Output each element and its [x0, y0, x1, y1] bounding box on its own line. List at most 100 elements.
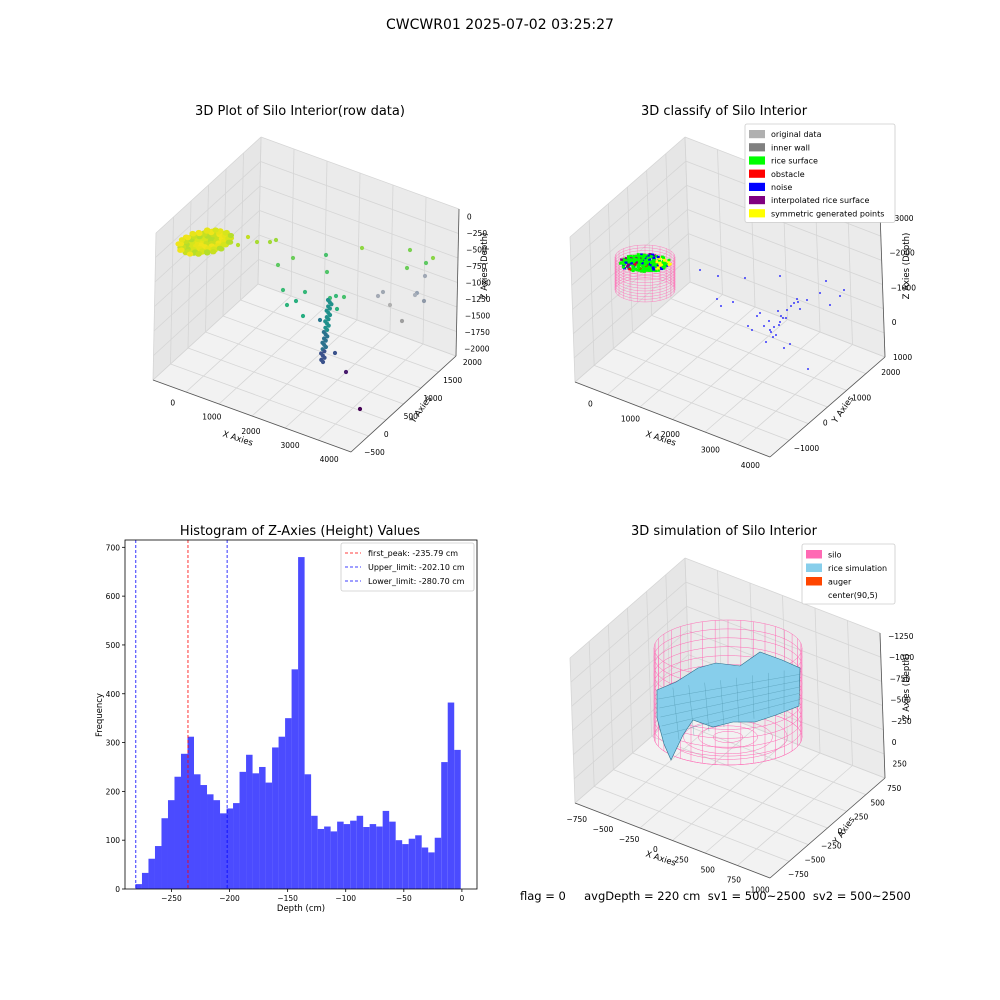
legend-label: Upper_limit: -202.10 cm [368, 563, 465, 572]
classified-point [629, 256, 633, 259]
scatter-point [203, 249, 211, 255]
y-axis-line [350, 355, 457, 453]
scatter-point [327, 306, 332, 311]
x-tick-label: −200 [219, 894, 240, 903]
classified-point [627, 263, 631, 266]
y-tick-label: 750 [887, 784, 902, 793]
noise-point [751, 329, 753, 331]
classified-point [648, 258, 652, 261]
classified-point [647, 265, 651, 269]
histogram-bar [298, 557, 305, 889]
legend-swatch [749, 182, 765, 191]
classified-point [660, 267, 664, 271]
z-tick-label: −500 [466, 245, 487, 254]
panel2-classify3d: 0 1000 2000 3000 4000 −1000 0 1000 2000 1000 0 −100… [569, 123, 916, 470]
y-tick-label: 2000 [881, 368, 900, 377]
classified-point [632, 256, 636, 259]
legend-swatch [749, 143, 765, 152]
classified-point [653, 266, 657, 269]
scatter-point [323, 344, 329, 350]
legend-label: interpolated rice surface [771, 196, 869, 205]
classified-point [645, 254, 649, 257]
classified-point [656, 262, 660, 265]
z-tick-label: 250 [893, 760, 908, 769]
scatter-point [421, 298, 427, 304]
scatter-point [186, 251, 194, 257]
scatter-point [325, 334, 330, 339]
classified-point [641, 257, 645, 260]
classified-point [631, 264, 635, 268]
classified-point [649, 255, 653, 258]
histogram-bar [356, 815, 364, 889]
legend-label: auger [828, 578, 852, 587]
scatter-point [210, 249, 217, 255]
histogram-bar [389, 821, 396, 889]
classified-point [631, 260, 635, 263]
noise-point [717, 275, 719, 277]
classified-point [646, 263, 650, 266]
classified-point [653, 254, 657, 257]
classified-point [656, 255, 660, 259]
noise-point [699, 269, 701, 271]
grid-line [569, 136, 686, 238]
classified-point [621, 266, 625, 269]
scatter-point [380, 289, 386, 295]
scatter-point [326, 323, 331, 328]
scatter-point [412, 292, 418, 298]
z-tick-label: −3000 [888, 214, 914, 223]
classified-point [652, 268, 656, 271]
classified-point [643, 263, 647, 266]
noise-point [825, 280, 827, 282]
x-tick-label: 2000 [241, 427, 260, 436]
y-tick-label: −250 [821, 841, 842, 850]
classified-point [642, 253, 646, 257]
histogram-bar [324, 826, 331, 889]
noise-point [793, 302, 795, 304]
histogram-bar [369, 824, 377, 889]
classified-point [650, 264, 654, 267]
classified-point [658, 262, 662, 265]
classified-point [654, 269, 658, 273]
scatter-point [290, 255, 296, 261]
histogram-legend [340, 542, 475, 592]
panel1-title: 3D Plot of Silo Interior(row data) [195, 104, 405, 119]
classified-point [655, 262, 659, 266]
classified-point [624, 259, 628, 262]
classified-point [640, 270, 644, 273]
scatter-point [177, 241, 185, 247]
scatter-point [203, 228, 211, 234]
z-axis-label: Z Axies (Depth) [902, 233, 912, 300]
legend-swatch [749, 156, 765, 165]
histogram-bar [408, 838, 416, 889]
classified-point [622, 259, 626, 263]
scatter-point [302, 289, 308, 295]
classified-point [622, 257, 626, 261]
grid-line [569, 557, 686, 659]
histogram-bar [428, 852, 435, 889]
histogram-bar [415, 835, 422, 889]
classified-point [626, 255, 630, 258]
noise-point [819, 292, 821, 294]
histogram-bar [376, 826, 383, 889]
histogram-bar [187, 736, 195, 889]
classified-point [645, 269, 649, 272]
scatter-point [267, 239, 273, 245]
histogram-bar [382, 810, 390, 889]
histogram-bar [304, 774, 312, 889]
scatter-point [430, 255, 436, 261]
noise-point [789, 343, 791, 345]
classified-point [619, 261, 623, 264]
histogram-bar [180, 753, 188, 889]
y-axis-line [769, 777, 886, 879]
classified-point [628, 260, 632, 263]
x-tick-label: 0 [653, 845, 658, 854]
scatter-point [359, 245, 365, 251]
histogram-bar [278, 736, 286, 889]
legend-swatch [806, 550, 822, 559]
classified-point [648, 269, 652, 272]
noise-point [778, 324, 780, 326]
z-axis-line [879, 211, 886, 358]
x-tick-label: 1000 [751, 886, 770, 895]
y-tick-label: 0 [838, 827, 843, 836]
